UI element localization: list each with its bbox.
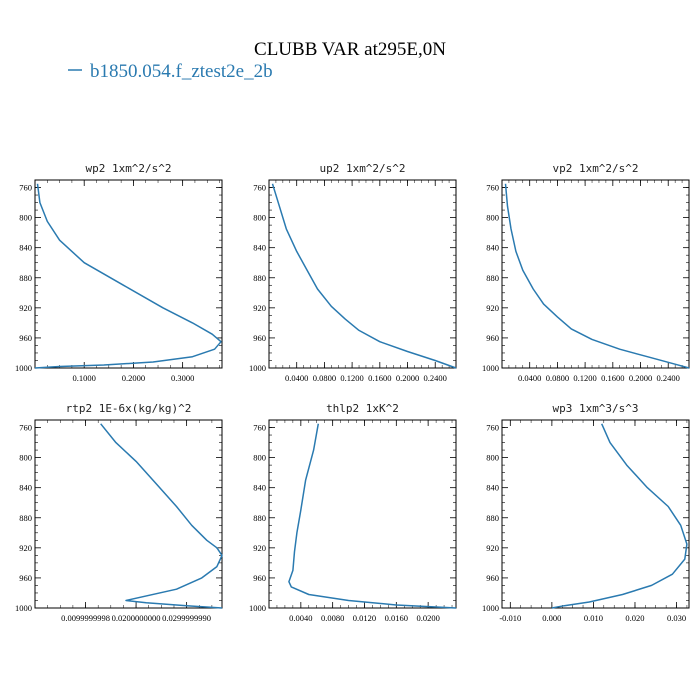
y-tick-label: 1000 xyxy=(482,603,499,613)
plot-frame xyxy=(34,419,223,609)
y-tick-label: 800 xyxy=(253,213,266,223)
y-tick-label: 960 xyxy=(253,573,266,583)
figure-title: CLUBB VAR at295E,0N xyxy=(254,39,446,60)
y-tick-label: 840 xyxy=(253,483,266,493)
x-tick-label: 0.2000 xyxy=(122,373,145,383)
y-tick-label: 880 xyxy=(486,513,499,523)
y-tick-label: 800 xyxy=(486,453,499,463)
x-tick-label: 0.0400 xyxy=(285,373,308,383)
panel-1: wp2 1xm^2/s^2 760 800 840 880 920 960 1000 0.100… xyxy=(15,162,223,383)
x-tick-label: 0.2400 xyxy=(424,373,447,383)
panel-title: rtp2 1E-6x(kg/kg)^2 xyxy=(66,402,192,415)
x-tick-label: 0.000 xyxy=(542,613,561,623)
panel-title: vp2 1xm^2/s^2 xyxy=(552,162,638,175)
y-tick-label: 880 xyxy=(486,273,499,283)
series-line xyxy=(100,423,223,609)
x-tick-label: 0.1200 xyxy=(340,373,363,383)
panel-3: vp2 1xm^2/s^2 760 800 840 880 920 960 1000 0.040… xyxy=(482,162,690,383)
x-tick-label: 0.0200 xyxy=(416,613,439,623)
series-line xyxy=(271,183,457,369)
y-tick-label: 880 xyxy=(253,513,266,523)
panel-4: rtp2 1E-6x(kg/kg)^2 760 800 840 880 920 960 100… xyxy=(15,402,223,623)
y-tick-label: 760 xyxy=(486,183,499,193)
y-tick-label: 960 xyxy=(486,333,499,343)
y-tick-label: 1000 xyxy=(249,603,266,613)
x-tick-label: 0.0040 xyxy=(289,613,312,623)
x-tick-label: 0.3000 xyxy=(171,373,194,383)
y-tick-label: 840 xyxy=(486,243,499,253)
x-tick-label: 0.0299999990 xyxy=(162,613,211,623)
y-tick-label: 760 xyxy=(253,423,266,433)
panel-5: thlp2 1xK^2 760 800 840 880 920 960 1000 0.0040 0… xyxy=(249,402,457,623)
y-tick-label: 920 xyxy=(486,303,499,313)
y-tick-label: 840 xyxy=(19,483,32,493)
y-tick-label: 880 xyxy=(253,273,266,283)
panel-2: up2 1xm^2/s^2 760 800 840 880 920 960 1000 0.040… xyxy=(249,162,457,383)
x-tick-label: 0.1200 xyxy=(573,373,596,383)
x-tick-label: 0.0800 xyxy=(313,373,336,383)
x-tick-label: 0.0800 xyxy=(546,373,569,383)
x-tick-label: 0.1600 xyxy=(601,373,624,383)
y-tick-label: 800 xyxy=(253,453,266,463)
x-tick-label: 0.0120 xyxy=(353,613,376,623)
panel-title: up2 1xm^2/s^2 xyxy=(319,162,405,175)
x-tick-label: 0.0080 xyxy=(321,613,344,623)
x-tick-label: 0.010 xyxy=(584,613,603,623)
x-tick-label: 0.2000 xyxy=(396,373,419,383)
x-tick-label: -0.010 xyxy=(499,613,521,623)
panel-title: wp3 1xm^3/s^3 xyxy=(552,402,638,415)
x-tick-label: 0.2000 xyxy=(629,373,652,383)
plot-frame xyxy=(501,419,690,609)
x-tick-label: 0.0160 xyxy=(385,613,408,623)
y-tick-label: 800 xyxy=(19,453,32,463)
x-tick-label: 0.2400 xyxy=(657,373,680,383)
panel-6: wp3 1xm^3/s^3 760 800 840 880 920 960 1000-0.01… xyxy=(482,402,690,623)
y-tick-label: 960 xyxy=(19,573,32,583)
y-tick-label: 840 xyxy=(486,483,499,493)
plot-frame xyxy=(268,179,457,369)
y-tick-label: 960 xyxy=(19,333,32,343)
series-line xyxy=(288,423,457,609)
x-tick-label: 0.030 xyxy=(667,613,686,623)
y-tick-label: 1000 xyxy=(482,363,499,373)
y-tick-label: 760 xyxy=(19,183,32,193)
y-tick-label: 1000 xyxy=(249,363,266,373)
y-tick-label: 920 xyxy=(253,303,266,313)
series-line xyxy=(504,183,690,369)
y-tick-label: 1000 xyxy=(15,363,32,373)
y-tick-label: 800 xyxy=(486,213,499,223)
legend-label: b1850.054.f_ztest2e_2b xyxy=(90,61,273,82)
x-tick-label: 0.1000 xyxy=(73,373,96,383)
y-tick-label: 920 xyxy=(19,543,32,553)
y-tick-label: 760 xyxy=(19,423,32,433)
y-tick-label: 760 xyxy=(486,423,499,433)
panel-title: wp2 1xm^2/s^2 xyxy=(85,162,171,175)
y-tick-label: 960 xyxy=(253,333,266,343)
x-tick-label: 0.0099999998 xyxy=(61,613,110,623)
x-tick-label: 0.1600 xyxy=(368,373,391,383)
series-line xyxy=(34,183,222,369)
y-tick-label: 920 xyxy=(486,543,499,553)
series-line xyxy=(551,423,688,609)
y-tick-label: 880 xyxy=(19,273,32,283)
x-tick-label: 0.0200000000 xyxy=(112,613,161,623)
y-tick-label: 800 xyxy=(19,213,32,223)
y-tick-label: 880 xyxy=(19,513,32,523)
y-tick-label: 840 xyxy=(19,243,32,253)
panel-title: thlp2 1xK^2 xyxy=(326,402,399,415)
panel-grid: wp2 1xm^2/s^2 760 800 840 880 920 960 1000 0.100… xyxy=(15,162,690,623)
legend: b1850.054.f_ztest2e_2b xyxy=(68,61,273,82)
x-tick-label: 0.020 xyxy=(625,613,644,623)
x-tick-label: 0.0400 xyxy=(518,373,541,383)
y-tick-label: 920 xyxy=(253,543,266,553)
plot-frame xyxy=(501,179,690,369)
y-tick-label: 1000 xyxy=(15,603,32,613)
y-tick-label: 840 xyxy=(253,243,266,253)
y-tick-label: 760 xyxy=(253,183,266,193)
y-tick-label: 960 xyxy=(486,573,499,583)
plot-frame xyxy=(34,179,223,369)
plot-frame xyxy=(268,419,457,609)
y-tick-label: 920 xyxy=(19,303,32,313)
